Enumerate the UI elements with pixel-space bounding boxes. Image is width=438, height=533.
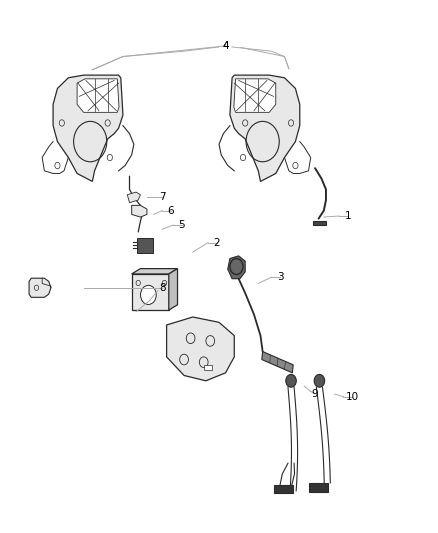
Polygon shape bbox=[230, 75, 300, 181]
Text: 4: 4 bbox=[222, 41, 229, 51]
Polygon shape bbox=[313, 221, 326, 225]
Text: 5: 5 bbox=[179, 220, 185, 230]
Text: 10: 10 bbox=[346, 392, 359, 402]
Circle shape bbox=[141, 285, 156, 304]
Polygon shape bbox=[127, 192, 141, 203]
Text: 1: 1 bbox=[345, 211, 351, 221]
Polygon shape bbox=[308, 483, 328, 492]
Polygon shape bbox=[132, 274, 169, 310]
Polygon shape bbox=[234, 79, 276, 112]
Circle shape bbox=[314, 374, 325, 387]
Polygon shape bbox=[166, 317, 234, 381]
Polygon shape bbox=[228, 256, 245, 279]
Circle shape bbox=[286, 374, 296, 387]
Polygon shape bbox=[132, 269, 177, 274]
Polygon shape bbox=[132, 205, 147, 217]
Polygon shape bbox=[137, 238, 152, 253]
Polygon shape bbox=[53, 75, 123, 181]
Polygon shape bbox=[204, 365, 212, 370]
Polygon shape bbox=[77, 79, 119, 112]
Text: 3: 3 bbox=[277, 272, 283, 282]
Polygon shape bbox=[29, 278, 51, 297]
Polygon shape bbox=[262, 352, 293, 373]
Text: 7: 7 bbox=[159, 192, 166, 203]
Text: 8: 8 bbox=[159, 283, 166, 293]
Text: 2: 2 bbox=[213, 238, 220, 247]
Polygon shape bbox=[274, 485, 293, 494]
Text: 4: 4 bbox=[222, 41, 229, 51]
Text: 9: 9 bbox=[312, 389, 318, 399]
Text: 6: 6 bbox=[168, 206, 174, 216]
Polygon shape bbox=[169, 269, 177, 310]
